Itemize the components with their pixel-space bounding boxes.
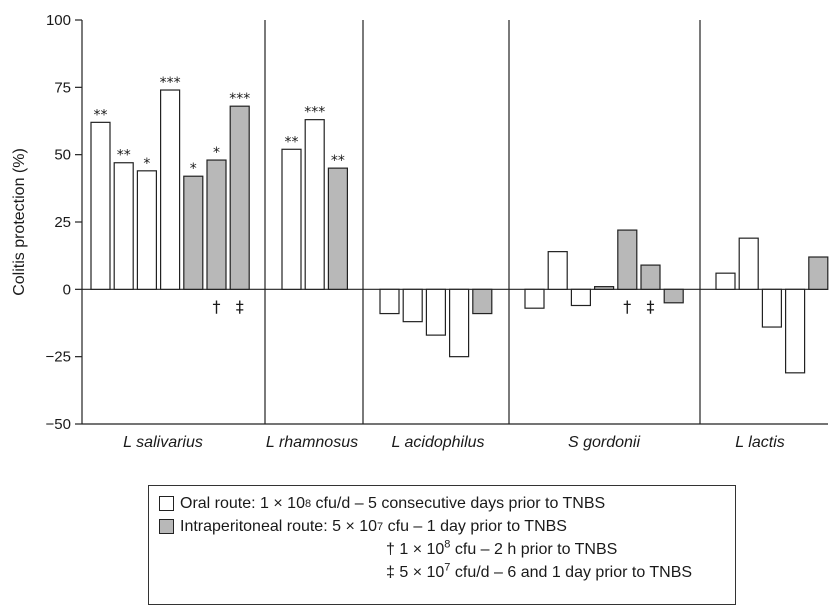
significance-label: ** (331, 153, 345, 169)
bar (206, 159, 227, 290)
legend-ip-dose: 5 × 10 (332, 518, 378, 535)
bar (547, 251, 568, 290)
y-tick-label: 75 (54, 79, 71, 96)
bar (617, 229, 638, 290)
oral-swatch (159, 496, 174, 511)
bar (136, 170, 157, 290)
bar (281, 148, 302, 290)
bar (570, 288, 592, 307)
y-tick-label: −25 (46, 349, 71, 366)
significance-label: ** (94, 107, 108, 123)
group-label: L rhamnosus (266, 434, 358, 451)
significance-label: *** (160, 75, 181, 91)
ip-swatch (159, 519, 174, 534)
legend-dagger-row: † 1 × 108 cfu – 2 h prior to TNBS (159, 538, 725, 561)
legend-dagger-exp: 8 (444, 538, 451, 551)
bar (715, 272, 736, 290)
legend-ip-row: Intraperitoneal route: 5 × 10 7 cfu – 1 d… (159, 515, 725, 538)
significance-label: *** (304, 105, 325, 121)
significance-label: * (213, 145, 220, 161)
legend-dagger-symbol: † (386, 541, 395, 558)
bar (327, 167, 348, 290)
legend: Oral route: 1 × 10 8 cfu/d – 5 consecutiv… (148, 485, 736, 605)
legend-dagger-dose: 1 × 10 (399, 541, 445, 558)
legend-ddagger-exp: 7 (444, 561, 451, 574)
bar (472, 288, 493, 315)
y-tick-label: 50 (54, 147, 71, 164)
legend-oral-rest: cfu/d – 5 consecutive days prior to TNBS (311, 495, 606, 512)
legend-ddagger-symbol: ‡ (386, 564, 395, 581)
significance-label: * (190, 161, 197, 177)
bar (304, 119, 325, 290)
bar (402, 288, 423, 323)
bar (808, 256, 829, 290)
protocol-marker: ‡ (647, 297, 655, 316)
legend-oral-row: Oral route: 1 × 10 8 cfu/d – 5 consecutiv… (159, 492, 725, 515)
significance-label: ** (117, 148, 131, 164)
bar (784, 288, 806, 374)
legend-ddagger-dose: 5 × 10 (399, 564, 445, 581)
significance-label: ** (285, 134, 299, 150)
bar (90, 121, 111, 290)
bar (449, 288, 470, 358)
bar (761, 288, 783, 328)
legend-dagger-rest: cfu – 2 h prior to TNBS (450, 541, 618, 558)
bar (425, 288, 446, 336)
legend-ddagger-row: ‡ 5 × 107 cfu/d – 6 and 1 day prior to T… (159, 561, 725, 584)
protocol-marker: † (213, 297, 221, 316)
legend-ddagger-rest: cfu/d – 6 and 1 day prior to TNBS (450, 564, 693, 581)
y-axis-label: Colitis protection (%) (11, 148, 28, 296)
group-label: L salivarius (123, 434, 203, 451)
protocol-marker: ‡ (236, 297, 244, 316)
y-tick-label: −50 (46, 416, 71, 433)
group-label: L acidophilus (391, 434, 484, 451)
group-label: L lactis (735, 434, 785, 451)
bar (160, 89, 181, 290)
legend-oral-route: Oral route: (180, 495, 256, 512)
group-label: S gordonii (568, 434, 640, 451)
y-tick-label: 25 (54, 214, 71, 231)
bar (593, 286, 615, 290)
bar (524, 288, 545, 309)
y-tick-label: 100 (46, 12, 71, 29)
legend-oral-dose: 1 × 10 (260, 495, 305, 512)
bar (379, 288, 400, 315)
protocol-marker: † (623, 297, 631, 316)
bar (738, 237, 759, 290)
legend-ip-rest: cfu – 1 day prior to TNBS (383, 518, 567, 535)
legend-ip-route: Intraperitoneal route: (180, 518, 328, 535)
bar (663, 288, 684, 304)
y-tick-label: 0 (63, 281, 71, 298)
bar (183, 175, 204, 290)
significance-label: *** (229, 91, 250, 107)
bar (229, 105, 250, 290)
bar (640, 264, 661, 290)
bar (113, 162, 134, 290)
significance-label: * (143, 156, 150, 172)
